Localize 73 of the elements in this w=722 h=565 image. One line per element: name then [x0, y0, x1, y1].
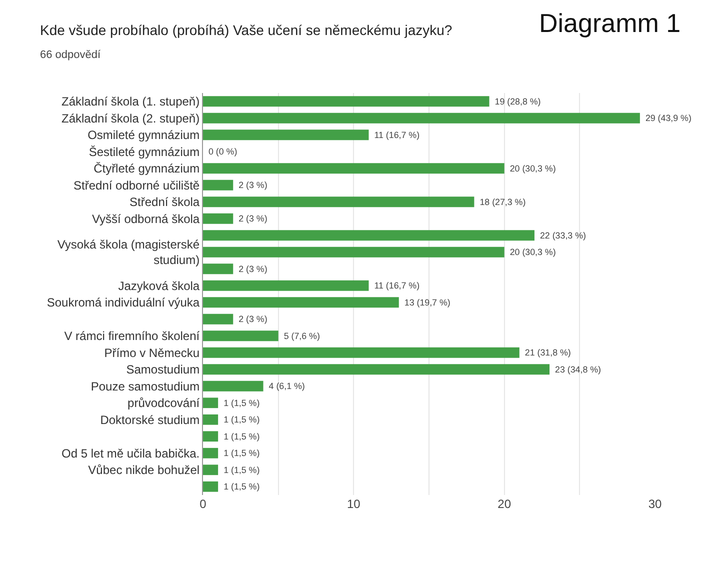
y-tick-label: Střední škola: [130, 195, 200, 210]
data-label: 23 (34,8 %): [552, 364, 602, 374]
bar: [203, 448, 218, 458]
bar: [203, 196, 474, 208]
data-label: 20 (30,3 %): [507, 247, 556, 258]
bar: [203, 481, 218, 492]
bar: [203, 464, 218, 476]
bar: [203, 314, 234, 324]
y-tick-label: V rámci firemního školení: [64, 329, 200, 344]
y-tick-label: Vysoká škola (magisterské studium): [57, 238, 200, 268]
data-label: 21 (31,8 %): [522, 348, 571, 358]
data-label: 20 (30,3 %): [507, 163, 556, 174]
x-tick-label: 30: [648, 497, 662, 511]
y-tick-label: Přímo v Německu: [104, 346, 200, 360]
y-tick-label: Doktorské studium: [100, 412, 200, 427]
y-tick-label: Čtyřleté gymnázium: [94, 162, 200, 176]
y-tick-label: Samostudium: [126, 362, 200, 377]
data-label: 4 (6,1 %): [266, 381, 305, 392]
bar: [203, 163, 504, 174]
data-label: 19 (28,8 %): [492, 96, 541, 106]
x-tick-label: 10: [346, 497, 361, 511]
text: Diagramm 1: [539, 8, 681, 38]
y-tick-label: Šestileté gymnázium: [88, 144, 200, 159]
bar: [203, 330, 278, 342]
x-tick-label: 20: [498, 497, 512, 511]
data-label: 22 (33,3 %): [538, 230, 586, 240]
bar: [203, 380, 264, 392]
bar: [203, 96, 490, 107]
bar: [203, 398, 218, 408]
bar: [203, 347, 520, 358]
bar: [203, 431, 218, 442]
data-label: 2 (3 %): [236, 180, 268, 190]
chart-title: Kde všude probíhalo (probíhá) Vaše učení se německému jazyku?: [40, 22, 452, 38]
y-tick-label: Základní škola (2. stupeň): [62, 111, 200, 126]
bar: [203, 130, 369, 140]
y-tick-label: Základní škola (1. stupeň): [62, 94, 200, 109]
x-tick-label: 0: [200, 497, 207, 511]
y-tick-label: Soukromá individuální výuka: [46, 296, 200, 310]
data-label: 11 (16,7 %): [372, 130, 420, 140]
bar: [203, 213, 234, 224]
bar: [203, 414, 218, 425]
data-label: 1 (1,5 %): [221, 414, 260, 425]
bar: [203, 280, 369, 291]
y-tick-label: Jazyková škola: [118, 278, 200, 293]
data-label: 18 (27,3 %): [477, 196, 526, 207]
data-label: 1 (1,5 %): [221, 448, 260, 458]
bar: [203, 364, 550, 375]
y-tick-label: Pouze samostudium: [90, 379, 200, 394]
data-label: 2 (3 %): [236, 214, 268, 224]
data-label: 2 (3 %): [236, 314, 268, 324]
bar: [203, 112, 640, 124]
bar: [203, 264, 234, 274]
bar: [203, 297, 399, 308]
data-label: 1 (1,5 %): [221, 482, 260, 492]
data-label: 0 (0 %): [206, 146, 238, 157]
data-label: 1 (1,5 %): [221, 431, 260, 442]
y-tick-label: Vůbec nikde bohužel: [88, 463, 200, 478]
y-tick-label: průvodcování: [128, 396, 200, 410]
data-label: 29 (43,9 %): [642, 113, 692, 124]
data-label: 1 (1,5 %): [221, 398, 260, 408]
text: 66 odpovědí: [40, 49, 102, 61]
data-label: 13 (19,7 %): [402, 297, 450, 308]
bar: [203, 180, 234, 190]
data-label: 5 (7,6 %): [281, 330, 320, 341]
y-tick-label: Střední odborné učiliště: [74, 178, 200, 192]
data-label: 2 (3 %): [236, 264, 268, 274]
y-tick-label: Osmileté gymnázium: [88, 128, 200, 142]
bar: [203, 230, 534, 241]
y-tick-label: Vyšší odborná škola: [92, 212, 200, 226]
y-tick-label: Od 5 let mě učila babička.: [62, 446, 200, 460]
data-label: 11 (16,7 %): [372, 280, 420, 291]
data-label: 1 (1,5 %): [221, 464, 260, 475]
bar: [203, 246, 504, 258]
